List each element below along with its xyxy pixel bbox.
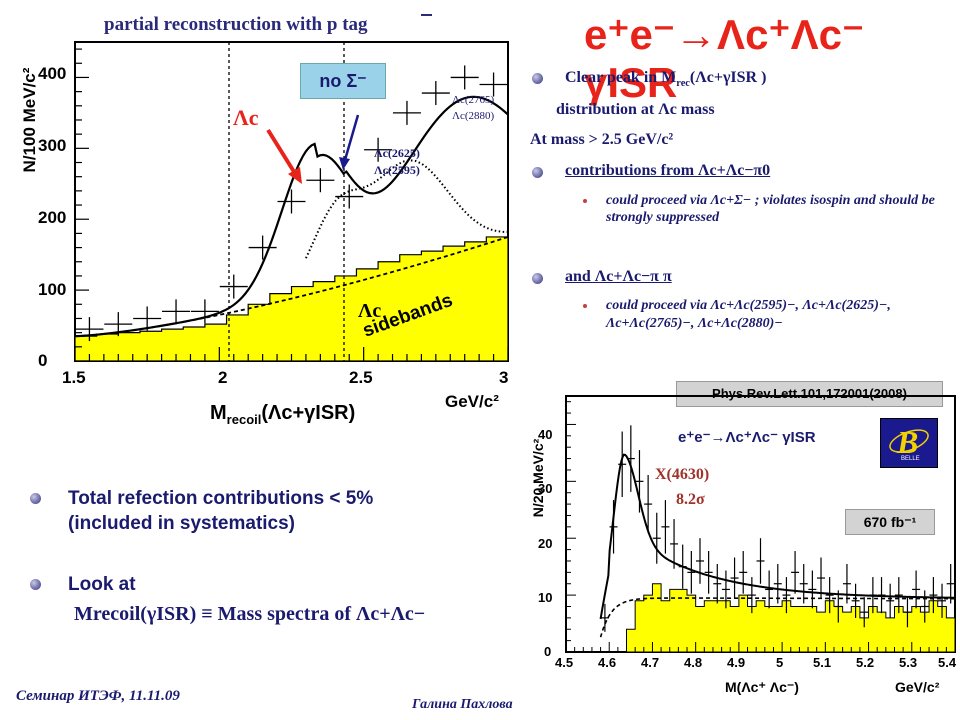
xtick-label: 5.3 (899, 655, 918, 670)
ytick-label: 20 (538, 536, 553, 551)
right-xlabel: M(Λc⁺ Λc⁻) (725, 679, 799, 695)
background-histogram (566, 583, 956, 653)
footer-author: Галина Пахлова (412, 697, 513, 712)
bullet-icon (30, 493, 41, 504)
bottom-bullet2-line2: Mrecoil(γISR) ≡ Mass spectra of Λc+Λc− (74, 603, 426, 625)
contrib-text: contributions from Λc+Λc−π0 (565, 162, 771, 179)
xtick-label: 5.1 (813, 655, 832, 670)
ytick-label: 100 (38, 280, 67, 299)
belle-logo: B BELLE (880, 418, 938, 468)
left-plot-title: partial reconstruction with p tag (104, 14, 368, 35)
footer-seminar: Семинар ИТЭФ, 11.11.09 (16, 688, 180, 704)
ytick-label: 0 (38, 351, 48, 370)
lc-label: Λc (233, 105, 259, 130)
bullet-icon (532, 167, 543, 178)
xtick-label: 4.7 (641, 655, 660, 670)
xtick-label: 4.9 (727, 655, 746, 670)
ann-lc2880: Λc(2880) (452, 110, 495, 122)
main-title: e⁺e⁻→Λc⁺Λc⁻ γISR (584, 11, 865, 106)
ytick-label: 40 (538, 427, 553, 442)
bullet-icon (532, 273, 543, 284)
ytick-label: 400 (38, 64, 67, 83)
lc-arrow (266, 128, 298, 177)
peak-label: X(4630) (655, 466, 710, 483)
ann-lc2765: Λc(2765) (452, 94, 495, 106)
xtick-label: 5.4 (938, 655, 957, 670)
xtick-label: 4.8 (684, 655, 703, 670)
sub1-text: could proceed via Λc+Σ− ; violates isosp… (606, 193, 935, 225)
bullet-icon (532, 73, 543, 84)
significance-label: 8.2σ (676, 491, 705, 508)
sideband-label-1: Λc (358, 300, 382, 322)
lc-arrow-head (288, 167, 302, 184)
ytick-label: 300 (38, 136, 67, 155)
ann-lc2625: Λc(2625) (374, 146, 420, 160)
reflection-curve (305, 159, 509, 259)
bullet1-text: Clear peak in Mrec(Λc+γISR ) (565, 69, 767, 90)
ytick-label: 30 (538, 481, 553, 496)
bottom-bullet1: Total refection contributions < 5% (68, 488, 374, 509)
xtick-label: 1.5 (62, 368, 86, 387)
belle-logo-text: BELLE (901, 456, 920, 462)
and-text: and Λc+Λc−π π (565, 268, 672, 285)
p-bar (421, 14, 432, 16)
sub2-text: could proceed via Λc+Λc(2595)−, Λc+Λc(26… (606, 298, 891, 331)
right-xunit: GeV/c² (895, 679, 940, 695)
xtick-label: 5.2 (856, 655, 875, 670)
left-plot (74, 41, 509, 362)
lumi-box: 670 fb⁻¹ (845, 509, 935, 535)
ytick-label: 10 (538, 590, 553, 605)
bottom-bullet1-line2: (included in systematics) (68, 513, 296, 534)
xtick-label: 5 (776, 655, 784, 670)
xtick-label: 2 (218, 368, 228, 387)
bullet-icon (30, 579, 41, 590)
no-sigma-arrow (343, 114, 360, 161)
reference-box: Phys.Rev.Lett.101,172001(2008) (676, 381, 943, 407)
at-mass-text: At mass > 2.5 GeV/c² (530, 131, 674, 148)
ytick-label: 200 (38, 208, 67, 227)
no-sigma-arrow-head (339, 157, 350, 170)
xtick-label: 4.6 (598, 655, 617, 670)
subbullet-icon (583, 199, 587, 203)
ytick-label: 0 (544, 644, 552, 659)
xtick-label: 2.5 (349, 368, 373, 387)
xtick-label: 4.5 (555, 655, 574, 670)
bullet1-text-2: distribution at Λc mass (556, 101, 715, 118)
left-xlabel: Mrecoil(Λc+γISR) (210, 402, 356, 427)
subbullet-icon (583, 304, 587, 308)
belle-logo-icon: B (889, 424, 929, 460)
bottom-bullet2: Look at (68, 574, 136, 595)
no-sigma-box: no Σ⁻ (300, 63, 386, 99)
xtick-label: 3 (499, 368, 509, 387)
left-xunit: GeV/c² (445, 392, 499, 411)
ann-lc2595: Λc(2595) (374, 163, 420, 177)
svg-text:B: B (896, 424, 918, 460)
reaction-label: e⁺e⁻→Λc⁺Λc⁻ γISR (678, 429, 816, 446)
